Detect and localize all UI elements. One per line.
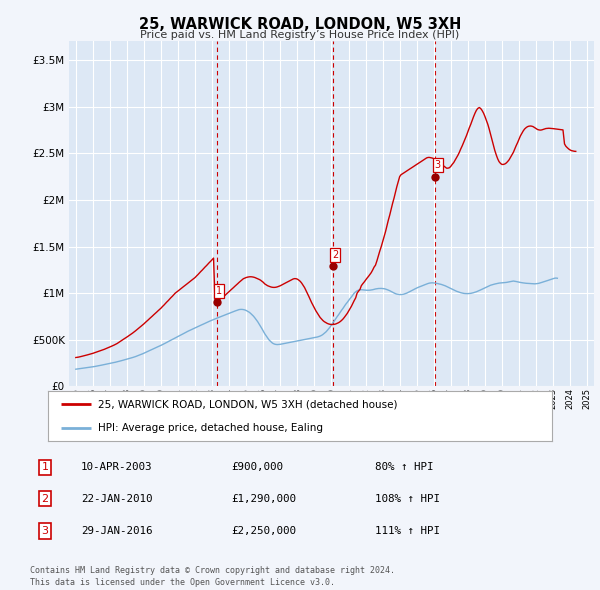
Text: £1,290,000: £1,290,000 [231, 494, 296, 503]
Text: £900,000: £900,000 [231, 463, 283, 472]
Text: 25, WARWICK ROAD, LONDON, W5 3XH (detached house): 25, WARWICK ROAD, LONDON, W5 3XH (detach… [98, 399, 398, 409]
Text: 111% ↑ HPI: 111% ↑ HPI [375, 526, 440, 536]
Text: 10-APR-2003: 10-APR-2003 [81, 463, 152, 472]
Text: 25, WARWICK ROAD, LONDON, W5 3XH: 25, WARWICK ROAD, LONDON, W5 3XH [139, 17, 461, 31]
Text: 3: 3 [434, 160, 440, 171]
Text: 1: 1 [41, 463, 49, 472]
Text: 2: 2 [332, 250, 338, 260]
Text: Price paid vs. HM Land Registry’s House Price Index (HPI): Price paid vs. HM Land Registry’s House … [140, 30, 460, 40]
Text: 2: 2 [41, 494, 49, 503]
Text: 108% ↑ HPI: 108% ↑ HPI [375, 494, 440, 503]
Text: 1: 1 [216, 286, 223, 296]
Text: 3: 3 [41, 526, 49, 536]
Text: 22-JAN-2010: 22-JAN-2010 [81, 494, 152, 503]
Text: 80% ↑ HPI: 80% ↑ HPI [375, 463, 433, 472]
Text: £2,250,000: £2,250,000 [231, 526, 296, 536]
Text: Contains HM Land Registry data © Crown copyright and database right 2024.
This d: Contains HM Land Registry data © Crown c… [30, 566, 395, 587]
Text: 29-JAN-2016: 29-JAN-2016 [81, 526, 152, 536]
Text: HPI: Average price, detached house, Ealing: HPI: Average price, detached house, Eali… [98, 422, 323, 432]
